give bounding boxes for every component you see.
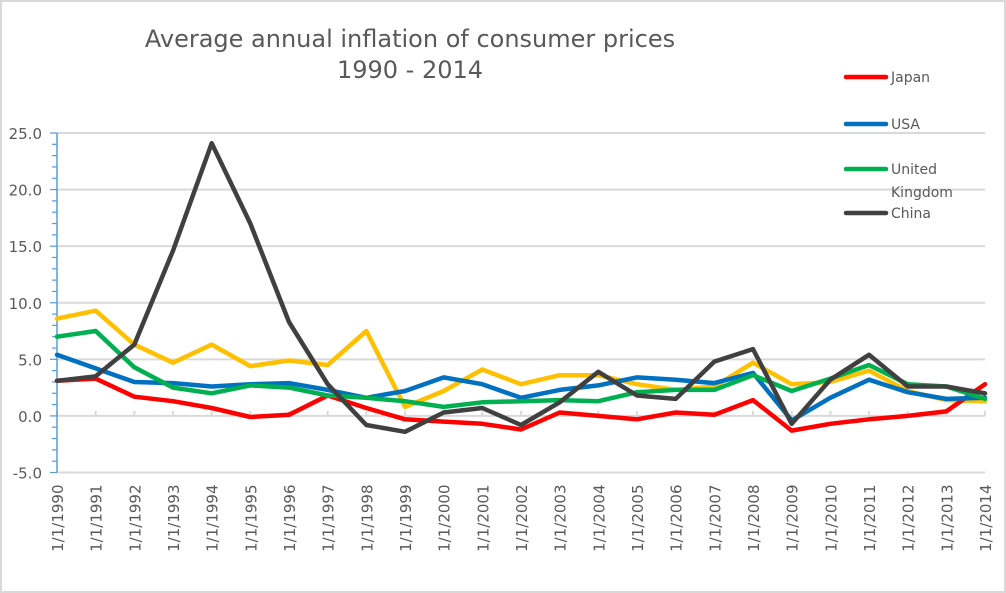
x-tick-label: 1/1/1998	[358, 485, 376, 552]
x-tick-label: 1/1/2013	[938, 485, 956, 552]
x-tick-label: 1/1/1996	[281, 485, 299, 552]
x-tick-label: 1/1/2012	[900, 485, 918, 552]
legend-item-usa: USA	[843, 117, 920, 133]
y-tick-label: -5.0	[13, 465, 42, 483]
x-tick-label: 1/1/2008	[745, 485, 763, 552]
series-line-japan	[54, 376, 988, 433]
x-tick-label: 1/1/1992	[126, 485, 144, 552]
chart-title: Average annual inflation of consumer pri…	[0, 24, 820, 86]
chart-subtitle: 1990 - 2014	[336, 56, 484, 84]
legend-label: Kingdom	[891, 185, 953, 201]
series-line-usa	[54, 352, 988, 423]
x-tick-label: 1/1/2002	[513, 485, 531, 552]
x-tick-label: 1/1/2007	[706, 485, 724, 552]
x-tick-label: 1/1/2006	[668, 485, 686, 552]
legend-label: Japan	[890, 70, 930, 86]
x-tick-label: 1/1/2005	[629, 485, 647, 552]
x-tick-label: 1/1/2003	[552, 485, 570, 552]
x-tick-label: 1/1/2010	[822, 485, 840, 552]
y-tick-label: 20.0	[9, 182, 42, 200]
x-tick-label: 1/1/2014	[977, 485, 995, 552]
series-line-china	[54, 140, 988, 435]
x-tick-label: 1/1/2011	[861, 485, 879, 552]
x-axis: 1/1/1990 1/1/1991 1/1/1992 1/1/1993 1/1/1994…	[49, 410, 995, 552]
y-axis: -5.0 0.0 5.0 10.0 15.0 20.0 25.0	[9, 125, 58, 483]
y-tick-label: 5.0	[18, 351, 42, 369]
x-tick-label: 1/1/1994	[204, 485, 222, 552]
y-tick-label: 0.0	[18, 408, 42, 426]
legend-label: United	[891, 162, 937, 178]
x-tick-label: 1/1/2001	[474, 485, 492, 552]
legend-label: China	[891, 206, 931, 222]
x-tick-label: 1/1/2009	[784, 485, 802, 552]
x-tick-label: 1/1/1997	[320, 485, 338, 552]
chart-title-line: Average annual inflation of consumer pri…	[144, 25, 676, 53]
legend-label: USA	[891, 117, 920, 133]
x-tick-label: 1/1/1995	[242, 485, 260, 552]
gridlines	[57, 132, 985, 474]
x-tick-label: 1/1/2004	[590, 485, 608, 552]
x-tick-label: 1/1/2000	[436, 485, 454, 552]
y-tick-label: 10.0	[9, 295, 42, 313]
x-tick-label: 1/1/1993	[165, 485, 183, 552]
legend-item-china: China	[843, 206, 931, 222]
y-tick-label: 15.0	[9, 238, 42, 256]
x-tick-label: 1/1/1991	[88, 485, 106, 552]
y-tick-label: 25.0	[9, 125, 42, 143]
x-tick-label: 1/1/1990	[49, 485, 67, 552]
x-tick-label: 1/1/1999	[397, 485, 415, 552]
series-lines	[54, 140, 988, 435]
legend-item-japan: Japan	[843, 70, 930, 86]
legend-item-united-kingdom: United Kingdom	[843, 162, 953, 201]
legend: Japan USA United Kingdom China	[843, 70, 953, 222]
